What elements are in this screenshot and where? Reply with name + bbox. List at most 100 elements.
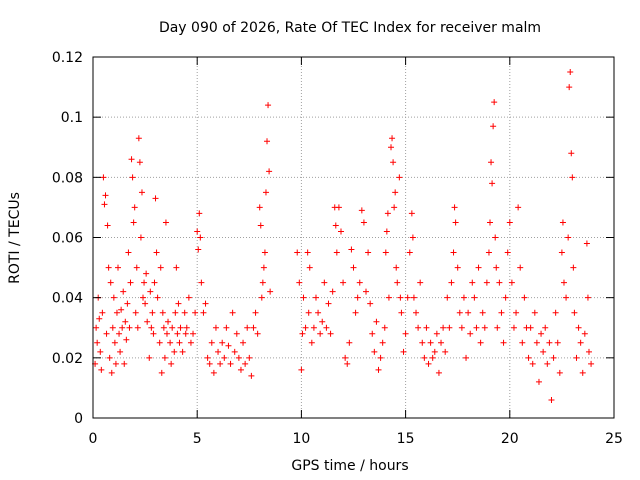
data-point: [440, 324, 447, 331]
data-point: [475, 264, 482, 271]
y-tick-label: 0.06: [52, 231, 83, 247]
data-point: [182, 330, 189, 337]
data-point: [570, 264, 577, 271]
data-point: [588, 360, 595, 367]
data-point: [258, 294, 265, 301]
data-point: [371, 348, 378, 355]
data-point: [515, 204, 522, 211]
data-point: [487, 219, 494, 226]
data-point: [469, 279, 476, 286]
data-point: [158, 369, 165, 376]
data-point: [304, 249, 311, 256]
data-point: [106, 354, 113, 361]
data-point: [393, 264, 400, 271]
data-point: [125, 249, 132, 256]
data-point: [194, 228, 201, 235]
data-point: [136, 159, 143, 166]
data-point: [559, 219, 566, 226]
data-point: [427, 339, 434, 346]
data-point: [402, 330, 409, 337]
data-point: [519, 339, 526, 346]
data-point: [159, 309, 166, 316]
x-tick-label: 20: [501, 431, 519, 447]
data-point: [527, 324, 534, 331]
data-point: [118, 306, 125, 313]
data-point: [556, 369, 563, 376]
data-point: [153, 249, 160, 256]
data-point: [444, 294, 451, 301]
data-point: [394, 279, 401, 286]
data-point: [442, 348, 449, 355]
data-point: [177, 324, 184, 331]
data-point: [168, 360, 175, 367]
data-point: [110, 294, 117, 301]
data-point: [435, 369, 442, 376]
data-point: [104, 222, 111, 229]
data-point: [102, 192, 109, 199]
data-point: [421, 354, 428, 361]
data-point: [567, 69, 574, 76]
data-point: [546, 339, 553, 346]
data-point: [225, 342, 232, 349]
data-point: [237, 366, 244, 373]
data-point: [172, 309, 179, 316]
x-tick-label: 15: [397, 431, 415, 447]
data-point: [383, 228, 390, 235]
data-point: [126, 324, 133, 331]
data-point: [337, 228, 344, 235]
x-tick-label: 25: [605, 431, 623, 447]
data-point: [151, 279, 158, 286]
data-point: [358, 207, 365, 214]
data-point: [173, 264, 180, 271]
data-point: [525, 354, 532, 361]
data-point: [143, 270, 150, 277]
data-point: [146, 354, 153, 361]
data-point: [550, 354, 557, 361]
data-point: [579, 369, 586, 376]
data-point: [354, 294, 361, 301]
data-point: [296, 279, 303, 286]
x-tick-label: 5: [193, 431, 202, 447]
data-point: [96, 315, 103, 322]
data-point: [323, 324, 330, 331]
data-point: [305, 309, 312, 316]
data-point: [208, 339, 215, 346]
data-point: [438, 339, 445, 346]
data-point: [346, 339, 353, 346]
data-point: [176, 339, 183, 346]
data-point: [433, 330, 440, 337]
data-point: [306, 264, 313, 271]
data-point: [97, 348, 104, 355]
data-point: [369, 330, 376, 337]
data-point: [400, 348, 407, 355]
data-point: [190, 330, 197, 337]
data-point: [128, 156, 135, 163]
data-point: [500, 339, 507, 346]
data-point: [261, 249, 268, 256]
data-point: [488, 159, 495, 166]
data-point: [212, 324, 219, 331]
data-point: [202, 300, 209, 307]
data-point: [206, 360, 213, 367]
data-point: [111, 339, 118, 346]
data-point: [521, 294, 528, 301]
data-point: [120, 288, 127, 295]
data-point: [571, 309, 578, 316]
data-point: [493, 264, 500, 271]
data-point: [262, 189, 269, 196]
data-point: [265, 102, 272, 109]
data-point: [431, 348, 438, 355]
data-point: [100, 174, 107, 181]
data-point: [467, 330, 474, 337]
data-point: [390, 159, 397, 166]
data-point: [332, 222, 339, 229]
data-point: [360, 219, 367, 226]
data-point: [446, 324, 453, 331]
data-point: [577, 339, 584, 346]
data-point: [163, 330, 170, 337]
data-point: [581, 330, 588, 337]
data-point: [329, 288, 336, 295]
data-point: [242, 360, 249, 367]
data-point: [498, 309, 505, 316]
data-point: [327, 330, 334, 337]
